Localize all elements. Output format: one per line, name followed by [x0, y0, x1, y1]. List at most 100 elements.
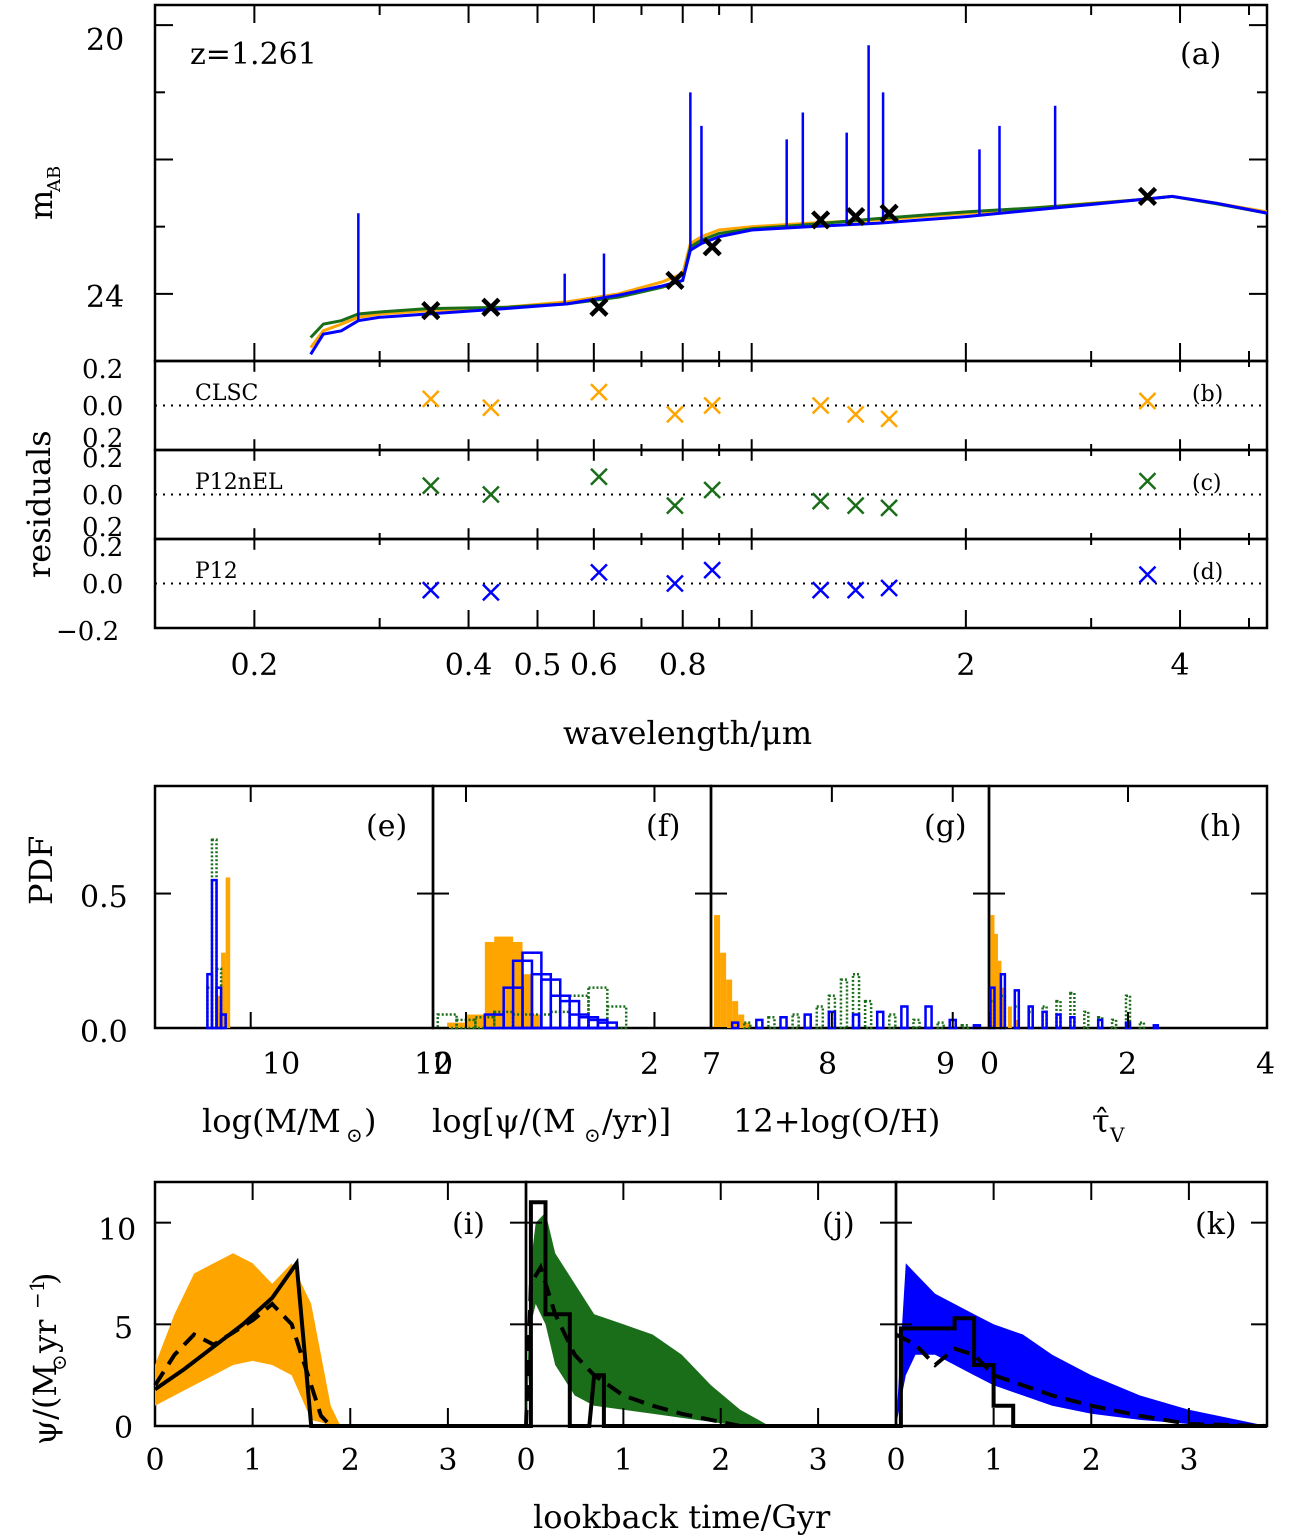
residual-point-b: [880, 409, 898, 428]
sfh-xtick-label: 3: [1179, 1443, 1198, 1478]
photometry-point: [846, 206, 866, 227]
panel-a-photometry: [421, 186, 1158, 321]
lookback-xlabel: lookback time/Gyr: [533, 1498, 831, 1536]
sfh-ylabel: ψ/(M ⊙ yr −1 ): [25, 1273, 71, 1445]
xlabel-tau: τ̂ V: [1092, 1102, 1125, 1147]
svg-text:AB: AB: [44, 166, 65, 193]
pdf-bar-p12: [851, 1013, 861, 1030]
pdf-bar-p12: [875, 1010, 885, 1030]
sfh-ytick-10: 10: [98, 1213, 136, 1248]
panel-a-ticks: [155, 24, 1267, 295]
model-label-p12: P12: [195, 559, 238, 584]
residual-point-c: [811, 492, 830, 511]
panel-j-label: (j): [822, 1207, 855, 1242]
residual-point-b: [846, 405, 865, 424]
sfh-bestfit-j: [526, 1200, 896, 1428]
pdf-bar-p12: [210, 878, 218, 1030]
residual-point-b: [421, 389, 440, 408]
residual-point-d: [590, 563, 608, 582]
pdf-bar-p12: [1152, 1024, 1160, 1030]
pdf-bar-p12nel: [767, 1015, 776, 1030]
pdf-bar-clsc: [225, 877, 231, 1028]
sfh-xtick-label: 2: [711, 1443, 730, 1478]
residual-point-d: [1138, 565, 1157, 584]
residual-point-c: [1138, 472, 1157, 491]
res-ytick: 0.0: [82, 392, 123, 422]
redshift-label: z=1.261: [190, 37, 317, 72]
g-xtick-9: 9: [936, 1047, 955, 1082]
sfh-xtick-label: 2: [1082, 1443, 1101, 1478]
res-ytick: 0.0: [82, 481, 123, 511]
res-ytick: 0.2: [82, 355, 123, 385]
pdf-bar-clsc: [726, 979, 733, 1028]
res-ytick: −0.2: [56, 617, 119, 647]
pdf-panels: (e) (f) (g) (h) 0.5 0.0 PDF 10 12 0 2 7 …: [22, 784, 1275, 1147]
panel-c-label: (c): [1192, 471, 1222, 496]
pdf-bar-p12nel: [1138, 1021, 1146, 1030]
svg-text:/yr)]: /yr)]: [602, 1102, 671, 1140]
photometry-point: [811, 210, 831, 230]
pdf-bar-clsc: [1007, 1006, 1012, 1028]
pdf-bar-p12: [1041, 1010, 1048, 1030]
residual-point-c: [703, 481, 722, 499]
residual-point-c: [482, 485, 500, 504]
sfh-median-j: [524, 1262, 896, 1428]
pdf-bar-p12nel: [851, 972, 861, 1030]
residual-point-b: [590, 383, 608, 402]
res-ytick: 0.2: [82, 513, 123, 543]
residual-point-b: [482, 398, 500, 417]
g-xtick-8: 8: [818, 1047, 837, 1082]
pdf-bar-clsc: [720, 952, 727, 1028]
sfh-xtick-label: 0: [145, 1443, 164, 1478]
f-xtick-2: 2: [640, 1047, 659, 1082]
residual-point-b: [666, 405, 684, 424]
residual-point-d: [703, 561, 722, 580]
pdf-bar-p12nel: [912, 1018, 921, 1030]
wavelength-ticks: 0.2 0.4 0.5 0.6 0.8 2 4: [231, 5, 1250, 683]
residual-marks: [155, 383, 1267, 602]
pdf-ticks: [155, 786, 1268, 1029]
pdf-bar-clsc: [993, 933, 998, 1028]
pdf-bar-p12: [219, 1013, 227, 1030]
svg-text:log(M/M: log(M/M: [202, 1102, 341, 1140]
residual-point-d: [846, 581, 865, 600]
res-ytick: 0.0: [82, 570, 123, 600]
sfh-band-j: [526, 1212, 770, 1426]
pdf-bar-p12nel: [960, 1024, 970, 1030]
sfh-band-i: [155, 1253, 341, 1426]
pdf-bar-clsc: [221, 952, 226, 1028]
panel-b-label: (b): [1192, 382, 1223, 407]
residual-point-c: [880, 498, 898, 517]
pdf-bar-p12: [1027, 1005, 1034, 1030]
pdf-ytick-00: 0.0: [80, 1015, 128, 1050]
e-xtick-10: 10: [262, 1047, 300, 1082]
svg-text:−1: −1: [25, 1280, 49, 1309]
sfh-ytick-0: 0: [114, 1411, 133, 1446]
sfh-xtick-label: 3: [438, 1443, 457, 1478]
res-ytick: 0.2: [82, 424, 123, 454]
pdf-bar-clsc: [216, 995, 222, 1028]
panel-g-label: (g): [924, 809, 967, 844]
wavelength-tick-label: 0.8: [659, 648, 707, 683]
sfh-xtick-label: 1: [614, 1443, 633, 1478]
residual-point-b: [703, 396, 722, 415]
pdf-bar-p12nel: [839, 978, 849, 1030]
pdf-ytick-05: 0.5: [80, 880, 128, 915]
xlabel-metallicity: 12+log(O/H): [733, 1102, 940, 1140]
residual-point-c: [846, 496, 865, 515]
pdf-bar-p12: [730, 1021, 740, 1030]
g-xtick-7: 7: [702, 1047, 721, 1082]
res-ytick: 0.2: [82, 533, 123, 563]
h-xtick-0: 0: [980, 1047, 999, 1082]
pdf-bar-p12nel: [863, 999, 873, 1030]
panel-f-label: (f): [646, 809, 681, 844]
pdf-bar-clsc: [997, 960, 1002, 1028]
residual-panels: CLSC P12nEL P12 (b) (c) (d) 0.2 0.0 0.2 …: [20, 5, 1269, 752]
sfh-bestfit-i: [153, 1257, 526, 1428]
spectrum-clsc: [309, 194, 1267, 349]
pdf-bar-p12: [1069, 1015, 1076, 1030]
e-xtick-12: 12: [414, 1047, 452, 1082]
pdf-bar-clsc: [744, 1022, 751, 1028]
pdf-bar-p12: [803, 1013, 812, 1030]
